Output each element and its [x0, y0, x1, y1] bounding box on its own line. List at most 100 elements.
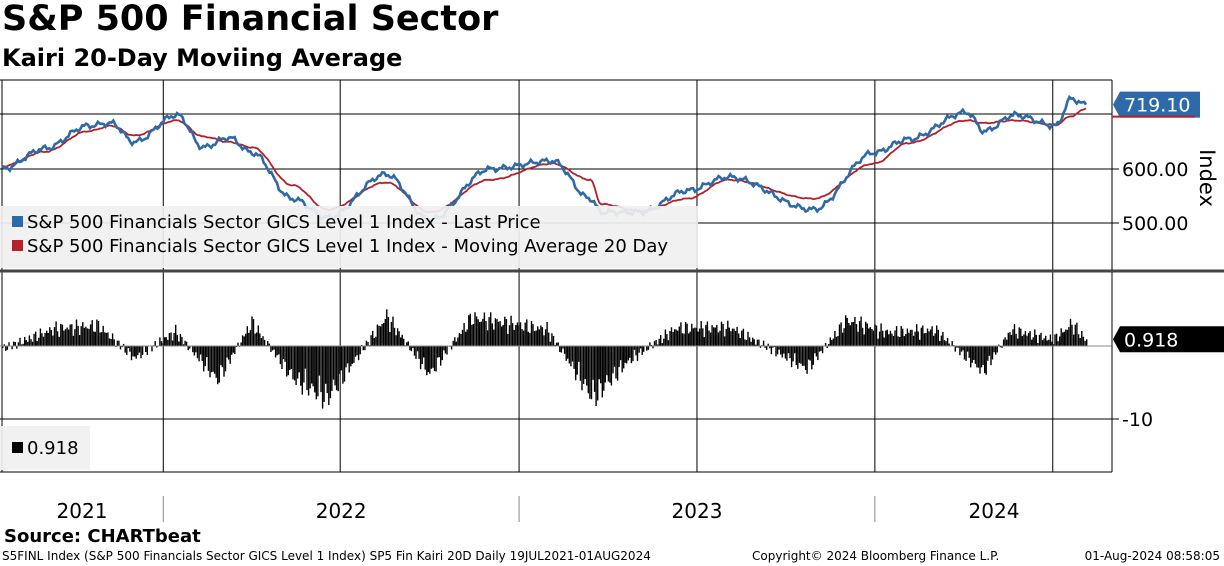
kairi-bar — [99, 332, 101, 346]
kairi-value-label: 0.918 — [1124, 329, 1178, 351]
kairi-bar — [555, 342, 558, 346]
kairi-bar — [948, 343, 950, 346]
kairi-bar — [257, 325, 259, 346]
kairi-bar — [221, 346, 224, 368]
kairi-bar — [213, 346, 216, 374]
kairi-bar — [287, 346, 289, 376]
kairi-bar — [151, 346, 153, 352]
kairi-bar — [96, 319, 98, 346]
kairi-bar — [557, 342, 559, 346]
kairi-bar — [738, 333, 740, 346]
kairi-bar — [613, 346, 616, 367]
kairi-bar — [678, 326, 680, 346]
kairi-bar — [49, 327, 51, 346]
kairi-bar — [300, 346, 302, 386]
kairi-bar — [80, 326, 82, 346]
kairi-bar — [551, 333, 553, 346]
kairi-bar — [544, 329, 547, 346]
kairi-bar — [365, 340, 368, 346]
kairi-bar — [923, 333, 926, 346]
kairi-bar — [66, 327, 68, 346]
kairi-bar — [1037, 343, 1039, 346]
kairi-bar — [589, 346, 591, 399]
kairi-bar — [159, 337, 161, 346]
kairi-bar — [745, 340, 748, 346]
kairi-bar — [519, 322, 522, 346]
kairi-bar — [108, 338, 111, 346]
kairi-bar — [524, 322, 526, 346]
kairi-bar — [146, 346, 148, 355]
kairi-bar — [38, 337, 40, 346]
kairi-bar — [584, 346, 586, 380]
kairi-bar — [990, 346, 992, 366]
legend-item-last-price: S&P 500 Financials Sector GICS Level 1 I… — [12, 212, 541, 233]
kairi-bar — [419, 346, 422, 370]
kairi-bar — [416, 346, 419, 352]
kairi-bar — [494, 318, 497, 346]
kairi-bar — [706, 321, 709, 346]
kairi-bar — [24, 336, 26, 346]
kairi-bar — [479, 322, 481, 346]
kairi-bar — [410, 346, 413, 352]
kairi-bar — [798, 346, 801, 363]
kairi-bar — [446, 346, 448, 355]
kairi-bar — [565, 346, 567, 361]
kairi-bar — [196, 346, 199, 359]
kairi-bar — [778, 346, 780, 350]
kairi-bar — [977, 346, 980, 368]
kairi-bar — [684, 322, 687, 346]
kairi-bar — [36, 341, 38, 346]
kairi-bar — [199, 346, 202, 355]
kairi-bar — [623, 346, 625, 369]
kairi-bar — [618, 346, 620, 367]
kairi-bar — [39, 328, 42, 346]
kairi-bar — [401, 334, 403, 346]
kairi-bar — [290, 346, 293, 369]
kairi-bar — [461, 329, 464, 346]
kairi-bar — [1066, 329, 1069, 346]
kairi-bar — [865, 321, 867, 346]
kairi-bar — [469, 313, 471, 346]
kairi-bar — [118, 340, 120, 346]
kairi-bar — [820, 346, 822, 351]
kairi-bar — [769, 346, 771, 349]
kairi-bar — [289, 346, 291, 370]
x-tick-label: 2022 — [316, 499, 367, 523]
kairi-bar — [959, 346, 961, 356]
kairi-bar — [301, 346, 303, 395]
kairi-bar — [471, 324, 473, 346]
kairi-bar — [995, 346, 997, 355]
kairi-bar — [262, 336, 264, 346]
kairi-bar — [293, 346, 296, 381]
kairi-bar — [328, 346, 330, 405]
kairi-bar — [424, 346, 426, 370]
kairi-bar — [752, 337, 754, 346]
kairi-bar — [610, 346, 613, 386]
kairi-bar — [762, 340, 765, 346]
kairi-bar — [246, 326, 248, 346]
last-price-label: 719.10 — [1124, 95, 1190, 117]
kairi-bar — [872, 330, 875, 346]
kairi-bar — [85, 326, 87, 346]
kairi-bar — [841, 332, 844, 346]
kairi-bar — [609, 346, 611, 383]
kairi-bar — [567, 346, 569, 359]
kairi-bar — [198, 346, 200, 362]
kairi-bar — [409, 346, 411, 351]
kairi-bar — [669, 331, 671, 346]
kairi-bar — [851, 322, 853, 346]
kairi-bar — [526, 319, 528, 346]
kairi-bar — [254, 333, 256, 346]
kairi-bar — [854, 316, 856, 346]
kairi-bar — [104, 332, 106, 346]
kairi-bar — [321, 346, 324, 409]
kairi-bar — [946, 338, 949, 346]
kairi-bar — [164, 337, 166, 346]
kairi-bar — [220, 346, 222, 366]
kairi-bar — [720, 321, 723, 346]
kairi-bar — [666, 334, 668, 346]
kairi-bar — [911, 329, 913, 346]
kairi-bar — [963, 346, 966, 360]
kairi-bar — [673, 329, 676, 346]
y-tick-label: -10 — [1122, 409, 1153, 431]
